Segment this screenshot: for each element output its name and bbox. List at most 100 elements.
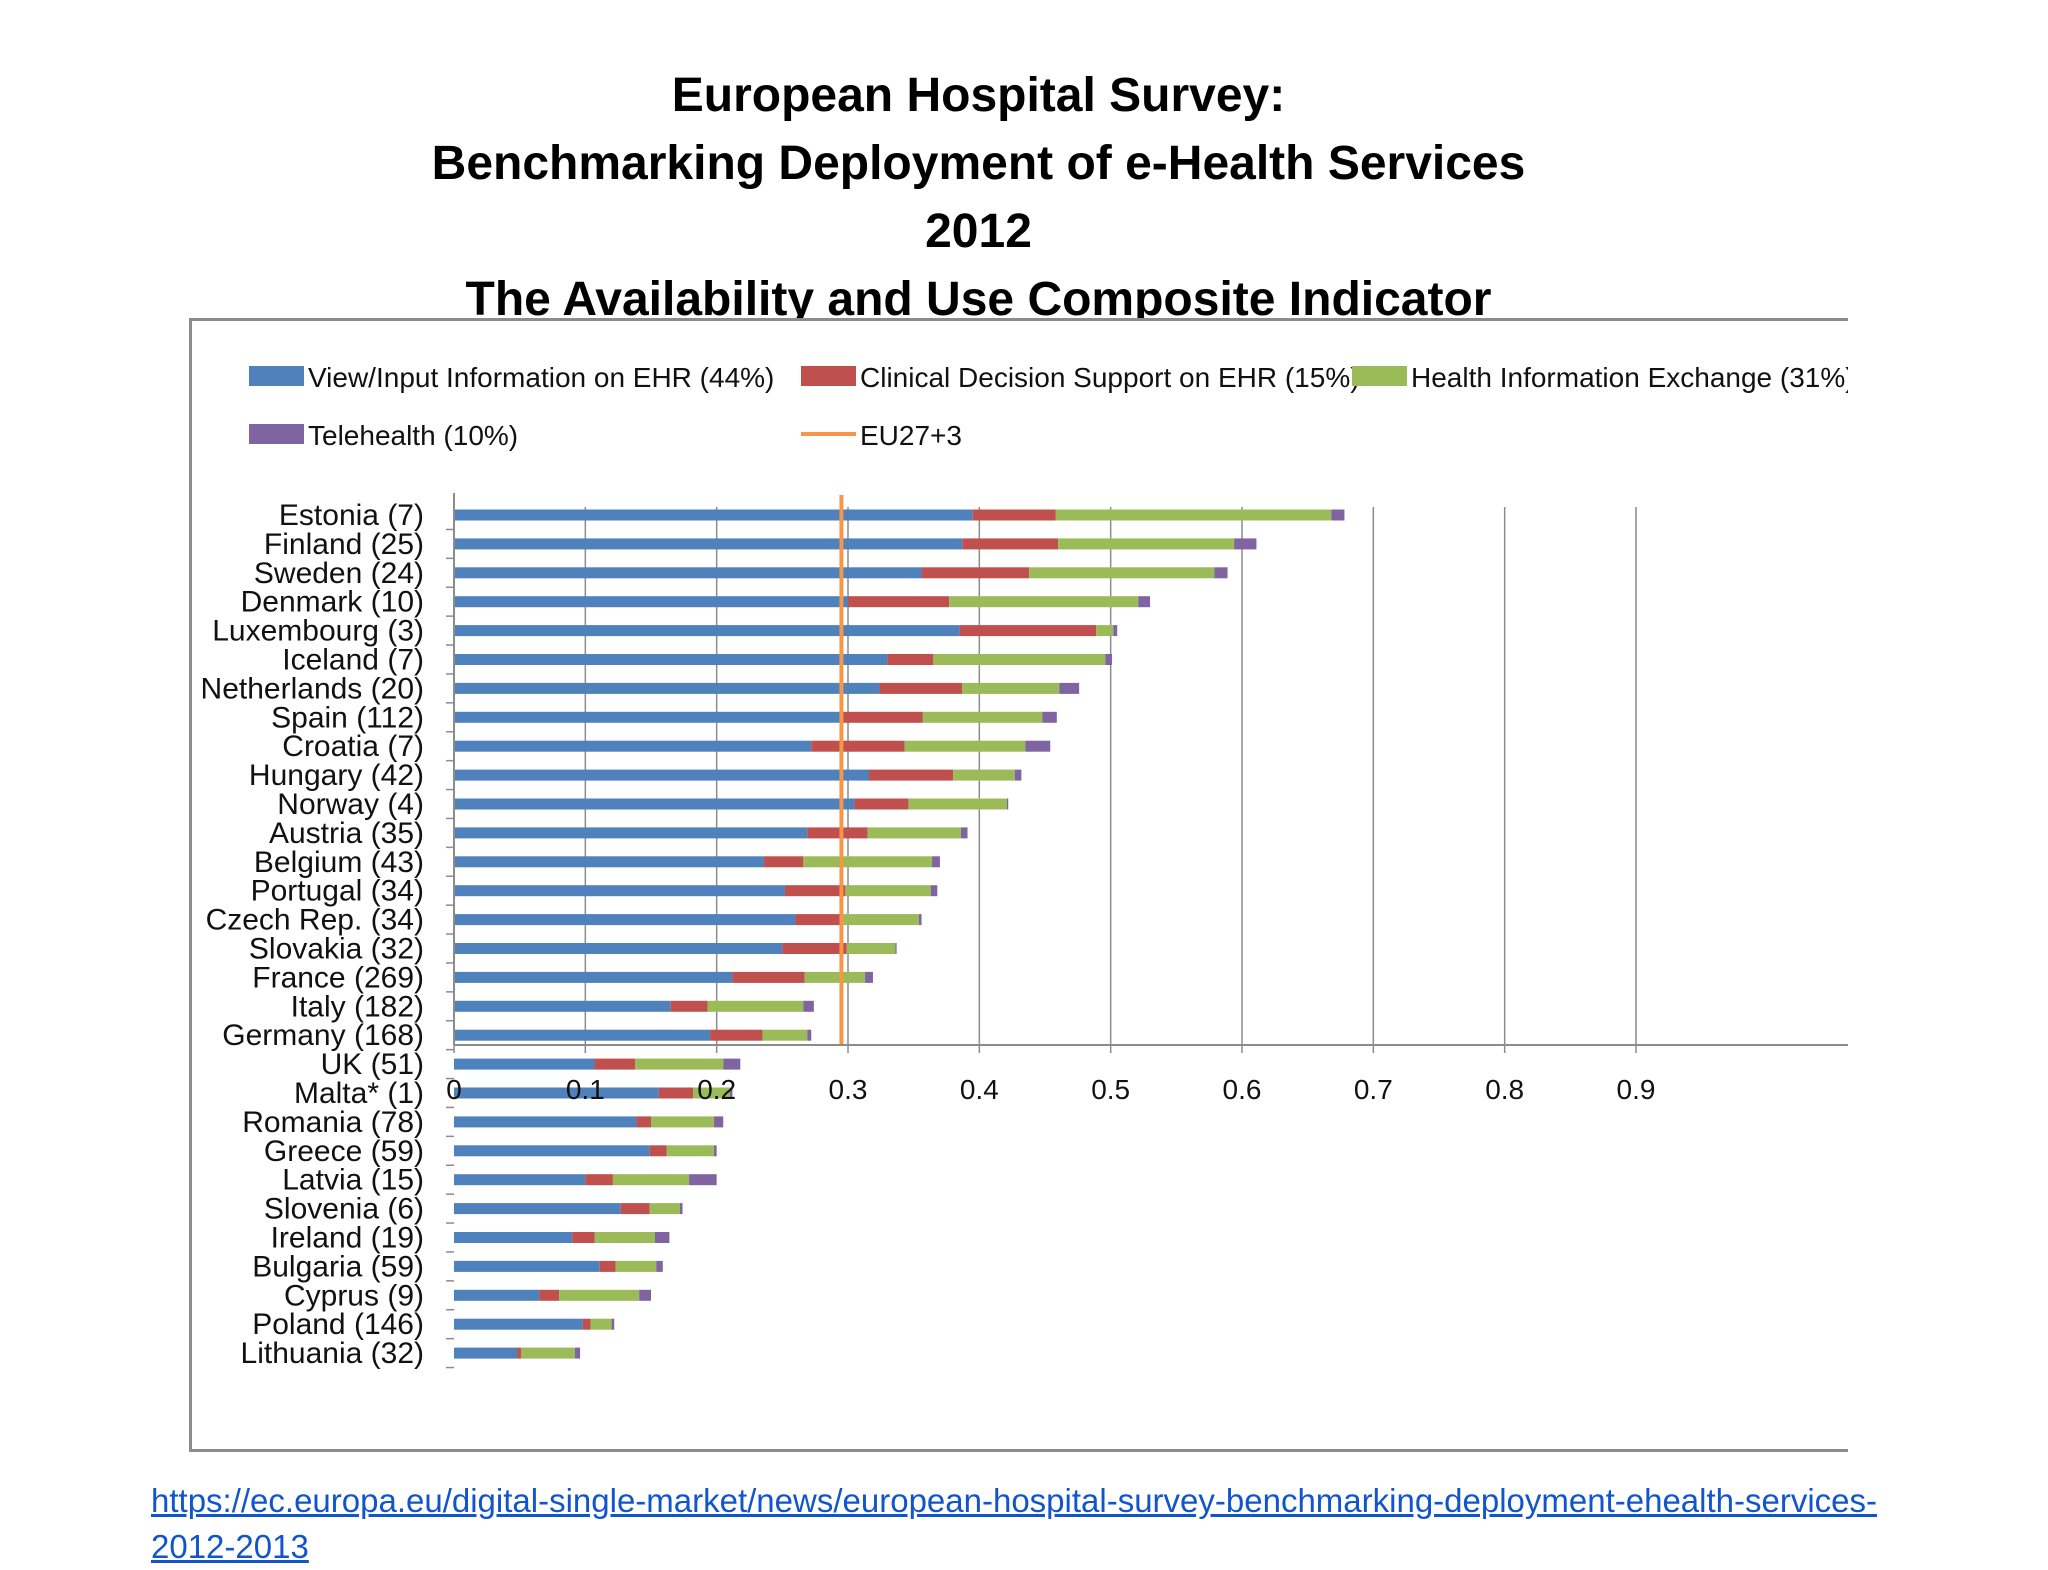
bar-segment	[454, 740, 812, 752]
bar-segment	[729, 1087, 733, 1099]
bar-segment	[908, 798, 1007, 810]
bar-segment	[1214, 567, 1228, 579]
bar-segment	[854, 798, 909, 810]
bar-segment	[1042, 711, 1057, 723]
bar-segment	[972, 509, 1056, 521]
bar-segment	[962, 538, 1059, 550]
category-label: Austria (35)	[269, 817, 424, 850]
bar-segment	[454, 971, 733, 983]
category-label: Hungary (42)	[249, 759, 424, 792]
bar-segment	[922, 711, 1043, 723]
bar-segment	[454, 1318, 583, 1330]
bar-segment	[807, 1029, 812, 1041]
category-label: Estonia (7)	[279, 499, 424, 532]
bar-segment	[454, 798, 855, 810]
legend-clinical-swatch	[801, 366, 856, 386]
category-label: Italy (182)	[291, 990, 424, 1023]
bar-segment	[636, 1116, 651, 1128]
bar-segment	[710, 1029, 763, 1041]
category-label: Cyprus (9)	[284, 1279, 424, 1312]
bar-segment	[959, 625, 1097, 637]
category-label: Slovenia (6)	[264, 1193, 424, 1226]
bar-segment	[1029, 567, 1215, 579]
category-label: Germany (168)	[222, 1019, 424, 1052]
bar-segment	[845, 885, 931, 897]
x-tick-label: 0.8	[1485, 1074, 1524, 1105]
bar-segment	[574, 1347, 581, 1359]
legend-telehealth-swatch	[249, 424, 304, 444]
bar-segment	[658, 1087, 694, 1099]
bar-segment	[953, 769, 1015, 781]
bar-segment	[1006, 798, 1009, 810]
bar-segment	[803, 856, 933, 868]
bar-segment	[520, 1347, 575, 1359]
category-label: Iceland (7)	[282, 644, 424, 677]
bar-segment	[879, 682, 963, 694]
category-label: Poland (146)	[252, 1308, 424, 1341]
bar-segment	[732, 971, 805, 983]
category-label: Slovakia (32)	[249, 933, 424, 966]
bar-segment	[572, 1232, 595, 1243]
source-link[interactable]: https://ec.europa.eu/digital-single-mark…	[151, 1482, 1878, 1565]
legend-view-input-swatch	[249, 366, 304, 386]
bar-segment	[635, 1058, 724, 1070]
category-label: Norway (4)	[277, 788, 424, 821]
bar-segment	[649, 1145, 667, 1157]
bar-segment	[782, 943, 847, 954]
category-label: Netherlands (20)	[201, 672, 424, 705]
bar-segment	[654, 1232, 670, 1243]
x-tick-label: 0.6	[1223, 1074, 1262, 1105]
bar-segment	[869, 769, 954, 781]
bar-segment	[585, 1174, 613, 1186]
bar-segment	[1058, 538, 1235, 550]
bar-segment	[1014, 769, 1022, 781]
bar-segment	[454, 769, 870, 781]
bar-segment	[594, 1058, 636, 1070]
bar-segment	[454, 538, 963, 550]
bar-segment	[1059, 682, 1080, 694]
bar-segment	[454, 711, 843, 723]
category-label: Portugal (34)	[251, 875, 424, 908]
category-label: Malta* (1)	[294, 1077, 424, 1110]
legend-exchange-label: Health Information Exchange (31%)	[1411, 362, 1848, 393]
category-label: Czech Rep. (34)	[206, 904, 424, 937]
x-tick-label: 0.7	[1354, 1074, 1393, 1105]
bar-segment	[599, 1260, 616, 1272]
x-tick-label: 0.5	[1091, 1074, 1130, 1105]
bar-segment	[656, 1260, 663, 1272]
bar-segment	[887, 654, 934, 665]
chart-frame: View/Input Information on EHR (44%) Clini…	[189, 318, 1848, 1452]
category-label: Romania (78)	[242, 1106, 424, 1139]
bar-segment	[651, 1116, 715, 1128]
bar-segment	[454, 1087, 659, 1099]
bar-segment	[454, 596, 848, 608]
bar-segment	[454, 625, 960, 637]
category-label: Bulgaria (59)	[252, 1250, 424, 1283]
bar-segment	[714, 1116, 724, 1128]
category-label: Belgium (43)	[254, 846, 424, 879]
bar-segment	[454, 856, 764, 868]
bar-segment	[612, 1174, 690, 1186]
bar-segment	[707, 1000, 804, 1012]
bar-segment	[454, 885, 785, 897]
bar-segment	[842, 711, 923, 723]
axes: Estonia (7)Finland (25)Sweden (24)Denmar…	[201, 493, 1848, 1370]
bar-segment	[693, 1087, 730, 1099]
bar-segment	[454, 509, 973, 521]
bar-segment	[904, 740, 1026, 752]
category-label: Greece (59)	[264, 1135, 424, 1168]
bar-segment	[960, 827, 968, 839]
bar-segment	[1096, 625, 1114, 637]
bar-segment	[848, 596, 950, 608]
stacked-bar-chart: View/Input Information on EHR (44%) Clini…	[201, 362, 1848, 1370]
bar-segment	[841, 914, 919, 926]
legend-view-input-label: View/Input Information on EHR (44%)	[308, 362, 774, 393]
bar-segment	[666, 1145, 715, 1157]
category-label: Latvia (15)	[282, 1164, 424, 1197]
category-label: UK (51)	[321, 1048, 424, 1081]
bar-segment	[559, 1289, 640, 1301]
title-line-4: The Availability and Use Composite Indic…	[465, 273, 1492, 326]
category-label: Luxembourg (3)	[212, 615, 424, 648]
bar-segment	[454, 567, 922, 579]
legend-eu-label: EU27+3	[860, 420, 962, 451]
